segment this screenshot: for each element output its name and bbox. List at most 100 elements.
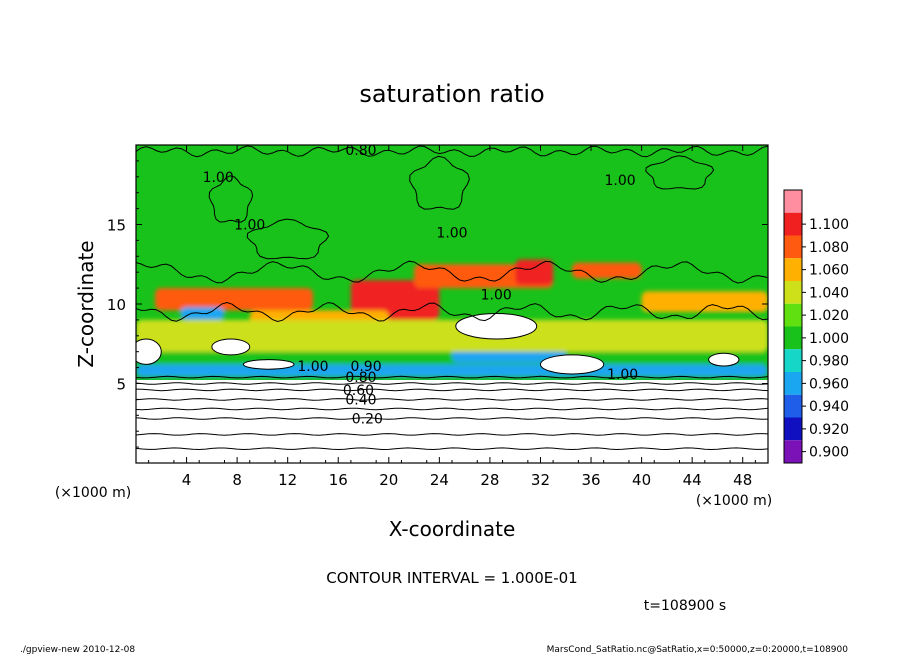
contour-line <box>136 388 768 392</box>
colorbar-frame <box>783 189 803 464</box>
colorbar-swatch <box>784 303 802 327</box>
contour-label: 1.00 <box>234 218 265 234</box>
x-unit-left: (×1000 m) <box>55 485 131 501</box>
subsaturated-layer <box>136 380 768 463</box>
saturation-region <box>515 259 554 285</box>
colorbar-label: 0.980 <box>809 354 849 370</box>
contour-label: 0.20 <box>352 411 383 427</box>
y-tick-label: 15 <box>107 217 126 235</box>
x-tick-label: 8 <box>232 471 242 489</box>
colorbar-swatch <box>784 440 802 463</box>
contour-interval-note: CONTOUR INTERVAL = 1.000E-01 <box>326 569 577 587</box>
contour-line <box>136 447 768 451</box>
x-tick-label: 36 <box>581 471 600 489</box>
unsaturated-pocket <box>242 359 295 370</box>
x-tick-label: 44 <box>683 471 702 489</box>
x-tick-label: 20 <box>379 471 398 489</box>
contour-line <box>136 375 768 379</box>
x-tick-label: 40 <box>632 471 651 489</box>
colorbar-swatch <box>784 190 802 213</box>
x-axis-label: X-coordinate <box>389 517 516 541</box>
x-unit-right: (×1000 m) <box>696 493 772 509</box>
y-axis: 5 10 15 <box>107 160 768 448</box>
contour-label: 1.00 <box>203 170 234 186</box>
contour-label: 0.80 <box>345 370 376 386</box>
unsaturated-pockets <box>136 313 740 375</box>
horizontal-contours <box>136 375 768 451</box>
contour-label: 0.90 <box>350 359 381 375</box>
contour-loop <box>208 175 254 223</box>
colorbar-swatch <box>784 394 802 418</box>
x-tick-label: 24 <box>430 471 449 489</box>
colorbar-label: 0.900 <box>809 445 849 461</box>
contour-label: 1.00 <box>605 173 636 189</box>
colorbar-label: 1.060 <box>809 263 849 279</box>
chart-title: saturation ratio <box>359 80 544 108</box>
contour-line <box>136 433 768 436</box>
contour-label: 0.80 <box>345 143 376 159</box>
saturation-region <box>136 364 768 378</box>
colorbar-swatch <box>784 349 802 372</box>
contour-line <box>136 398 768 401</box>
footer-left: ./gpview-new 2010-12-08 <box>20 645 135 654</box>
colorbar-label: 0.960 <box>809 376 849 392</box>
contour-loop <box>246 218 330 260</box>
contour-line <box>136 301 768 323</box>
saturation-region <box>154 288 313 311</box>
contour-label: 1.00 <box>607 367 638 383</box>
colorbar-swatch <box>784 326 802 350</box>
contour-label: 1.00 <box>297 359 328 375</box>
colorbar-label: 1.100 <box>809 217 849 233</box>
colorbar-swatch <box>784 417 802 441</box>
x-tick-label: 16 <box>329 471 348 489</box>
colorbar-label: 1.040 <box>809 285 849 301</box>
x-tick-label: 28 <box>480 471 499 489</box>
colorbar-swatch <box>784 212 802 236</box>
x-tick-label: 12 <box>278 471 297 489</box>
contour-label: 1.00 <box>481 287 512 303</box>
contour-line <box>136 407 768 411</box>
x-axis: 4 8 12 16 20 24 28 32 36 40 44 48 <box>148 145 756 489</box>
colorbar-label: 0.920 <box>809 422 849 438</box>
colorbar-label: 1.000 <box>809 331 849 347</box>
contour-label: 1.00 <box>436 225 467 241</box>
colorbar-swatch <box>784 372 802 395</box>
colorbar-swatch <box>784 281 802 304</box>
colorbar-label: 1.020 <box>809 308 849 324</box>
contour-lines <box>136 145 768 323</box>
contour-line <box>136 145 768 158</box>
colorbar-label: 1.080 <box>809 240 849 256</box>
saturation-region <box>452 348 566 363</box>
contour-loop <box>645 155 715 190</box>
unsaturated-pocket <box>539 354 605 375</box>
y-tick-label: 10 <box>107 296 126 314</box>
contour-loop <box>409 155 470 210</box>
y-axis-label: Z-coordinate <box>74 240 98 367</box>
x-tick-label: 4 <box>182 471 192 489</box>
colorbar-label: 0.940 <box>809 399 849 415</box>
footer-right: MarsCond_SatRatio.nc@SatRatio,x=0:50000,… <box>547 645 849 654</box>
y-tick-label: 5 <box>116 376 126 394</box>
contour-label: 0.60 <box>343 383 374 399</box>
unsaturated-pocket <box>708 352 740 367</box>
saturation-region <box>136 351 768 365</box>
unsaturated-pocket <box>211 338 251 356</box>
contour-labels: 0.200.400.600.800.800.901.001.001.00 1.00… <box>203 143 639 427</box>
contour-line <box>136 417 768 420</box>
colorbar-swatch <box>784 258 802 281</box>
x-tick-label: 48 <box>733 471 752 489</box>
unsaturated-pocket <box>455 313 538 340</box>
time-label: t=108900 s <box>644 598 726 614</box>
contour-line <box>136 260 768 284</box>
colorbar-swatch <box>784 235 802 259</box>
x-tick-label: 32 <box>531 471 550 489</box>
saturation-fields <box>136 259 768 378</box>
plot-area: 0.200.400.600.800.800.901.001.001.00 1.00… <box>136 143 768 463</box>
contour-label: 0.40 <box>345 392 376 408</box>
saturation-region <box>136 319 768 352</box>
colorbar: 0.900 0.920 0.940 0.960 0.980 1.000 1.020 1.040… <box>783 189 849 464</box>
contour-line <box>136 382 768 385</box>
unsaturated-pocket <box>136 338 162 365</box>
saturation-region <box>572 262 642 279</box>
